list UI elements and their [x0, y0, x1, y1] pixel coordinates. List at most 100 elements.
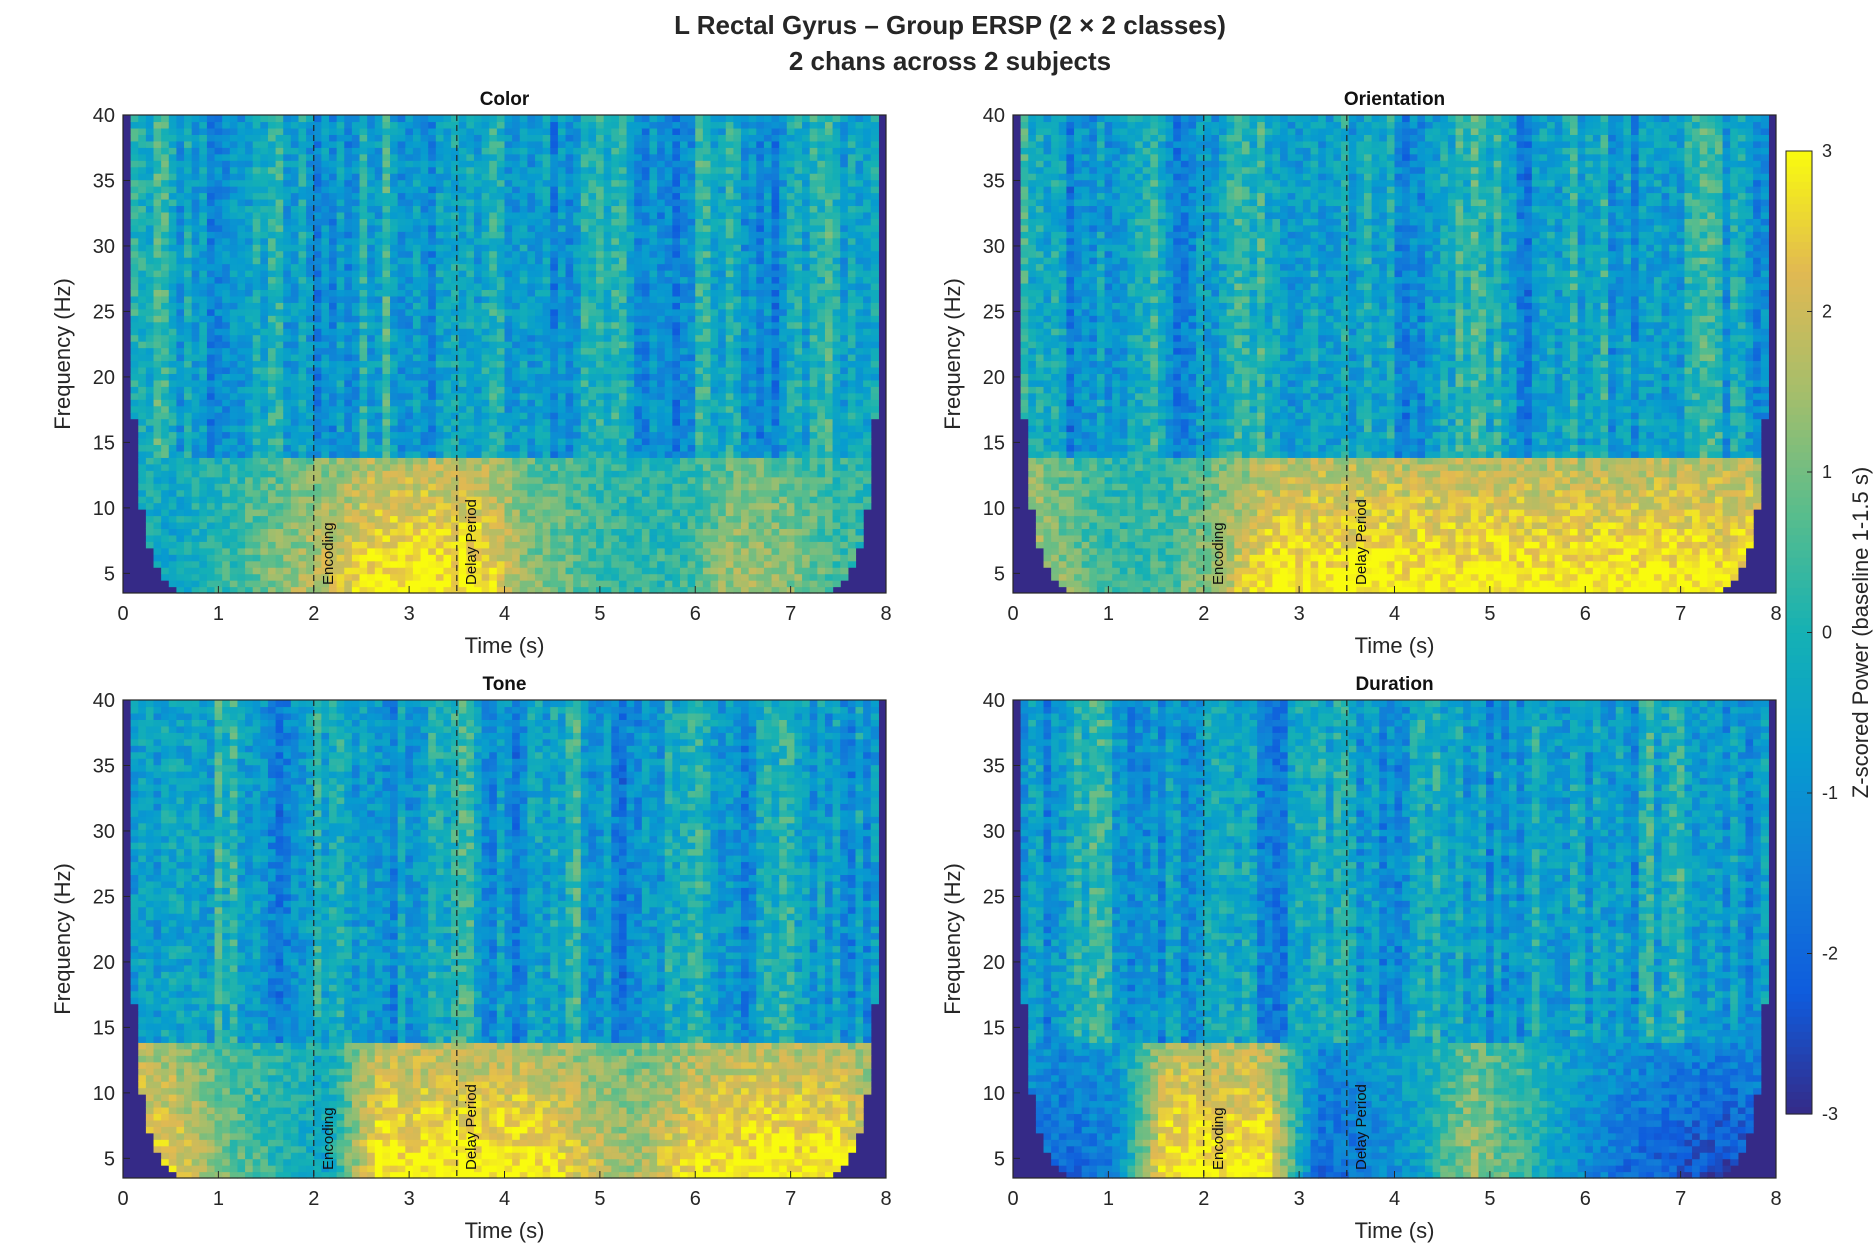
heatmap-cell — [482, 554, 490, 561]
heatmap-cell — [276, 154, 284, 161]
heatmap-cell — [489, 541, 497, 548]
heatmap-cell — [199, 348, 207, 355]
heatmap-cell — [237, 548, 245, 555]
heatmap-cell — [237, 199, 245, 206]
heatmap-cell — [276, 244, 284, 251]
heatmap-cell — [344, 483, 352, 490]
heatmap-cell — [596, 496, 604, 503]
heatmap-cell — [161, 348, 169, 355]
heatmap-cell — [337, 160, 345, 167]
heatmap-cell — [169, 561, 177, 568]
heatmap-cell — [413, 193, 421, 200]
heatmap-cell — [215, 167, 223, 174]
heatmap-cell — [161, 574, 169, 581]
heatmap-cell — [192, 335, 200, 342]
heatmap-cell — [535, 399, 543, 406]
heatmap-cell — [642, 373, 650, 380]
heatmap-cell — [192, 515, 200, 522]
heatmap-cell — [512, 289, 520, 296]
heatmap-cell — [237, 380, 245, 387]
heatmap-cell — [306, 289, 314, 296]
heatmap-cell — [398, 399, 406, 406]
heatmap-cell — [428, 425, 436, 432]
heatmap-cell — [298, 503, 306, 510]
heatmap-cell — [596, 173, 604, 180]
heatmap-cell — [245, 218, 253, 225]
heatmap-cell — [566, 399, 574, 406]
heatmap-cell — [268, 141, 276, 148]
heatmap-cell — [230, 464, 238, 471]
heatmap-cell — [428, 574, 436, 581]
heatmap-cell — [535, 444, 543, 451]
heatmap-cell — [344, 393, 352, 400]
heatmap-cell — [611, 373, 619, 380]
heatmap-cell — [237, 276, 245, 283]
heatmap-cell — [245, 541, 253, 548]
heatmap-cell — [398, 464, 406, 471]
heatmap-cell — [413, 490, 421, 497]
heatmap-cell — [505, 503, 513, 510]
heatmap-cell — [344, 567, 352, 574]
heatmap-cell — [627, 567, 635, 574]
heatmap-cell — [497, 515, 505, 522]
heatmap-cell — [535, 528, 543, 535]
heatmap-cell — [367, 257, 375, 264]
heatmap-cell — [611, 503, 619, 510]
heatmap-cell — [398, 276, 406, 283]
heatmap-cell — [436, 251, 444, 258]
heatmap-cell — [360, 167, 368, 174]
heatmap-cell — [306, 444, 314, 451]
heatmap-cell — [443, 238, 451, 245]
heatmap-cell — [474, 470, 482, 477]
heatmap-cell — [260, 554, 268, 561]
heatmap-cell — [184, 167, 192, 174]
heatmap-cell — [619, 193, 627, 200]
heatmap-cell — [421, 548, 429, 555]
heatmap-cell — [169, 141, 177, 148]
heatmap-cell — [550, 451, 558, 458]
heatmap-cell — [176, 354, 184, 361]
heatmap-cell — [535, 535, 543, 542]
heatmap-cell — [466, 425, 474, 432]
heatmap-cell — [337, 567, 345, 574]
heatmap-cell — [352, 483, 360, 490]
heatmap-cell — [154, 393, 162, 400]
heatmap-cell — [329, 296, 337, 303]
heatmap-cell — [527, 315, 535, 322]
heatmap-cell — [466, 121, 474, 128]
heatmap-cell — [611, 322, 619, 329]
heatmap-cell — [222, 548, 230, 555]
heatmap-cell — [131, 270, 139, 277]
heatmap-cell — [291, 238, 299, 245]
heatmap-cell — [482, 574, 490, 581]
heatmap-cell — [390, 244, 398, 251]
heatmap-cell — [169, 528, 177, 535]
heatmap-cell — [291, 296, 299, 303]
heatmap-cell — [192, 309, 200, 316]
heatmap-cell — [634, 412, 642, 419]
heatmap-cell — [283, 205, 291, 212]
heatmap-cell — [375, 283, 383, 290]
heatmap-cell — [443, 128, 451, 135]
heatmap-cell — [459, 419, 467, 426]
heatmap-cell — [436, 373, 444, 380]
heatmap-cell — [428, 141, 436, 148]
heatmap-cell — [581, 134, 589, 141]
heatmap-cell — [405, 451, 413, 458]
heatmap-cell — [421, 464, 429, 471]
heatmap-cell — [505, 574, 513, 581]
heatmap-cell — [443, 205, 451, 212]
heatmap-cell — [611, 496, 619, 503]
heatmap-cell — [634, 348, 642, 355]
heatmap-cell — [161, 154, 169, 161]
heatmap-cell — [253, 296, 261, 303]
heatmap-cell — [131, 412, 139, 419]
heatmap-cell — [527, 580, 535, 587]
heatmap-cell — [291, 128, 299, 135]
heatmap-cell — [642, 548, 650, 555]
heatmap-cell — [596, 167, 604, 174]
heatmap-cell — [649, 503, 657, 510]
heatmap-cell — [321, 225, 329, 232]
heatmap-cell — [215, 406, 223, 413]
heatmap-cell — [199, 438, 207, 445]
